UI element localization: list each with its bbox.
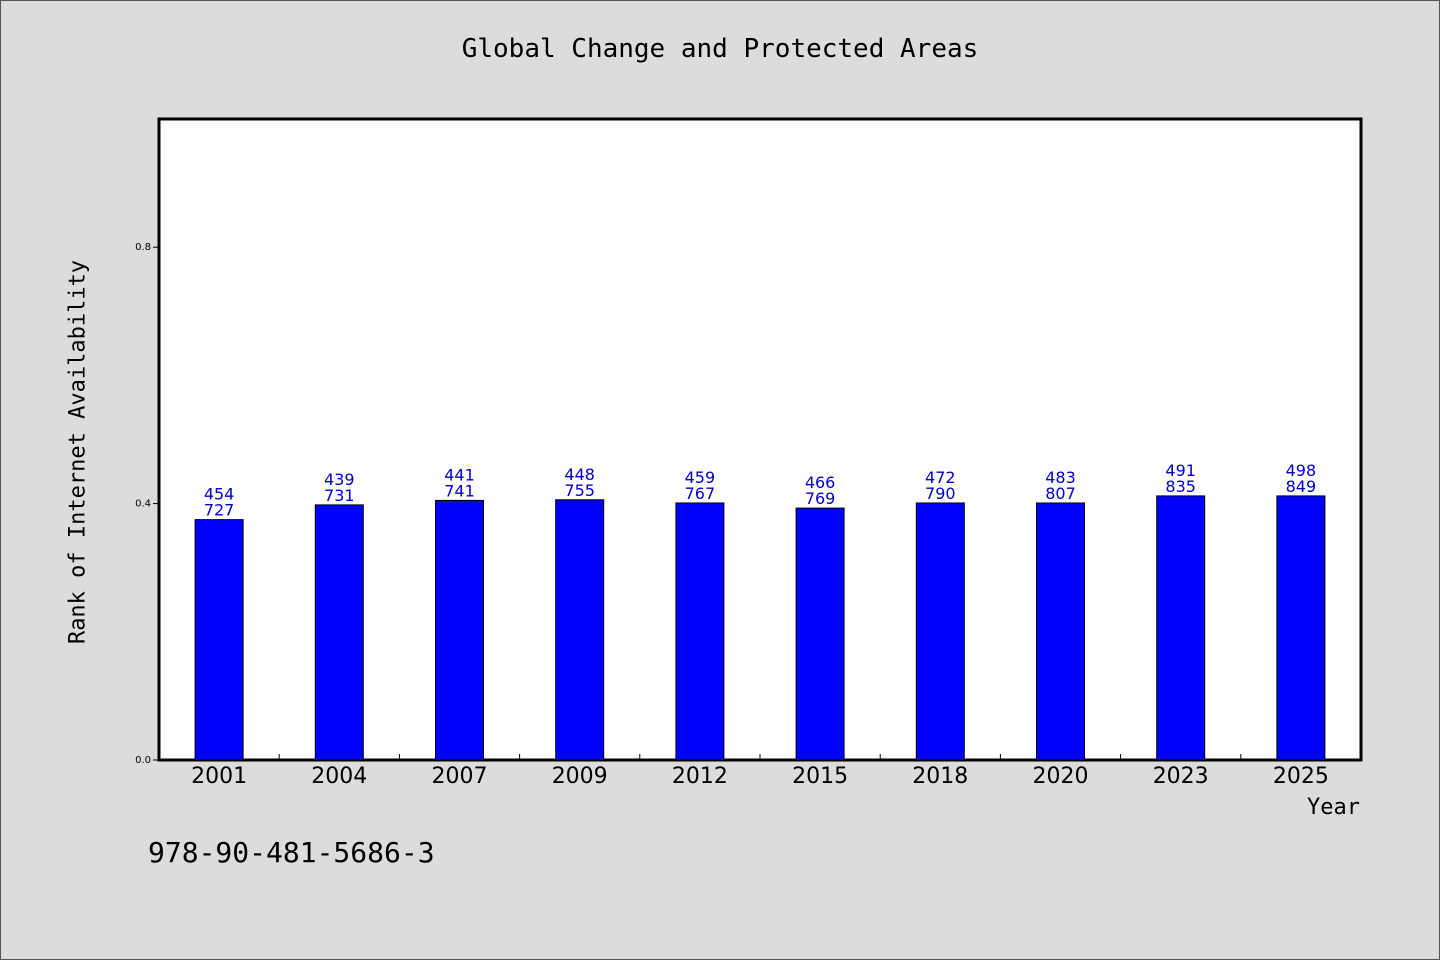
bar [795,507,845,761]
bar-annotation-top: 472 [925,468,956,487]
x-tick-label: 2020 [1033,764,1089,789]
bar-annotation-top: 448 [564,465,595,484]
x-tick-label: 2009 [552,764,608,789]
x-tick-label: 2023 [1153,764,1209,789]
y-tick-label: 0.4 [135,499,151,510]
x-tick-label: 2015 [792,764,848,789]
chart-title: Global Change and Protected Areas [461,34,979,64]
bar [194,519,244,761]
bar-annotation-top: 466 [805,473,836,492]
x-tick-label: 2001 [191,764,247,789]
x-tick-label: 2012 [672,764,728,789]
bar-annotation-top: 483 [1045,468,1076,487]
bar [435,499,484,761]
bar-annotation-bottom: 767 [685,484,716,503]
bar [1276,495,1326,761]
y-tick-label: 0.8 [135,242,151,253]
bar-annotation-bottom: 755 [564,481,595,500]
bar-annotation-bottom: 727 [204,501,235,520]
bar [1156,495,1206,761]
y-axis-ticks: 0.0 0.4 0.8 [135,242,159,766]
bar-annotation-bottom: 835 [1165,477,1196,496]
x-axis-ticks: 2001 2004 2007 2009 2012 2015 2018 2020 2023 2025 [191,754,1329,789]
bar-annotation-top: 454 [204,485,235,504]
bar-annotation-top: 459 [685,468,716,487]
x-axis-label: Year [1307,795,1360,820]
bar [1036,502,1085,761]
bar-annotation-bottom: 807 [1045,484,1076,503]
isbn-note: 978-90-481-5686-3 [148,836,435,869]
bar-annotation-bottom: 790 [925,484,956,503]
bar-annotation-top: 491 [1165,461,1196,480]
bar [915,502,965,761]
bar-annotation-top: 439 [324,470,355,489]
bar-annotation-top: 441 [444,465,475,484]
x-tick-label: 2018 [912,764,968,789]
bar-annotation-bottom: 731 [324,486,355,505]
bar-annotation-top: 498 [1286,461,1317,480]
bar-annotation-bottom: 741 [444,481,475,500]
bars [194,495,1326,761]
bar-annotation-bottom: 769 [805,489,836,508]
y-tick-label: 0.0 [135,755,151,766]
x-tick-label: 2007 [432,764,488,789]
bar [314,504,364,761]
bar [675,502,725,761]
bar-annotation-bottom: 849 [1286,477,1317,496]
bar [555,499,605,761]
x-tick-label: 2004 [311,764,367,789]
x-tick-label: 2025 [1273,764,1329,789]
